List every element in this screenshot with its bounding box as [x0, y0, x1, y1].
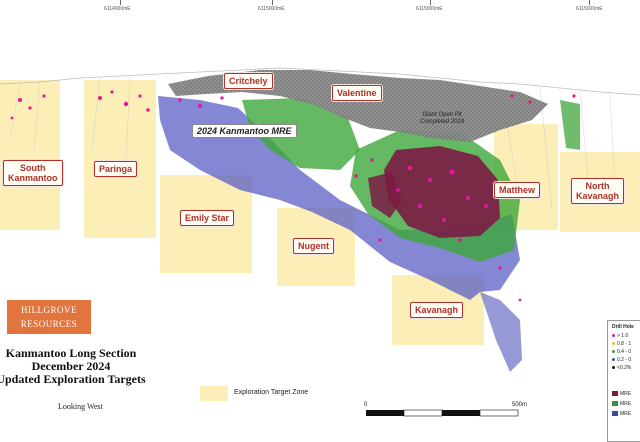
- drill-legend-title: Drill Hole: [612, 324, 634, 330]
- scale-start: 0: [364, 402, 368, 408]
- drill-legend-item: 0.8 - 1: [612, 341, 631, 347]
- drill-hole-legend: Drill Hole > 1.0 0.8 - 1 0.4 - 0 0.2 - 0…: [607, 320, 640, 442]
- legend-target-label: Exploration Target Zone: [234, 389, 309, 396]
- easting-tick: [430, 0, 431, 5]
- label-kanmantoo-mre: 2024 Kanmantoo MRE: [192, 124, 297, 138]
- drill-legend-item: 0.4 - 0: [612, 349, 631, 355]
- grade-dot-icon: [612, 358, 615, 362]
- label-kavanagh: Kavanagh: [410, 302, 464, 318]
- grade-dot-icon: [612, 366, 615, 370]
- mre-legend-item: MRE: [612, 401, 631, 407]
- drill-intersections: [10, 90, 576, 302]
- easting-label: 6114000mE: [104, 6, 131, 12]
- mre-swatch-icon: [612, 401, 618, 407]
- scale-bar: [366, 409, 519, 417]
- label-paringa: Paringa: [94, 161, 138, 177]
- easting-label: 6115000mE: [416, 6, 443, 12]
- easting-tick: [120, 0, 121, 5]
- drill-legend-item: <0.2%: [612, 365, 631, 371]
- easting-tick: [589, 0, 590, 5]
- scale-end: 500m: [512, 402, 528, 408]
- easting-label: 6115000mE: [576, 6, 603, 12]
- label-emily-star: Emily Star: [180, 210, 235, 226]
- title-line-2: December 2024: [31, 359, 111, 373]
- mre-swatch-icon: [612, 391, 618, 397]
- logo-line-2: RESOURCES: [20, 319, 78, 329]
- mre-legend-item: MRE: [612, 411, 631, 417]
- label-north-kavanagh: North Kavanagh: [571, 178, 625, 204]
- grade-dot-icon: [612, 342, 615, 346]
- mre-low-grade-tail: [480, 292, 522, 372]
- easting-label: 6115000mE: [258, 6, 285, 12]
- title-line-3: Updated Exploration Targets: [0, 372, 146, 386]
- grade-dot-icon: [612, 350, 615, 354]
- title-line-1: Kanmantoo Long Section: [5, 346, 137, 360]
- label-south-kanmantoo: South Kanmantoo: [3, 160, 63, 186]
- logo-line-1: HILLGROVE: [21, 305, 77, 315]
- mre-legend-item: MRE: [612, 391, 631, 397]
- easting-tick: [272, 0, 273, 5]
- view-direction: Looking West: [58, 402, 103, 411]
- grade-dot-icon: [612, 334, 615, 338]
- mre-medium-grade-east: [560, 100, 580, 150]
- target-zone-paringa: [84, 80, 156, 238]
- legend-target-swatch: [200, 386, 228, 401]
- title-block: Kanmantoo Long Section December 2024 Upd…: [0, 347, 146, 386]
- label-valentine: Valentine: [332, 85, 382, 101]
- label-critchely: Critchely: [224, 73, 273, 89]
- label-matthew: Matthew: [494, 182, 540, 198]
- hillgrove-logo: HILLGROVE RESOURCES: [7, 300, 91, 334]
- drill-legend-item: 0.2 - 0: [612, 357, 631, 363]
- topography-line: [0, 67, 640, 96]
- label-nugent: Nugent: [293, 238, 334, 254]
- mre-medium-grade: [242, 98, 360, 170]
- mre-swatch-icon: [612, 411, 618, 417]
- drill-legend-item: > 1.0: [612, 333, 628, 339]
- mre-high-grade-2: [368, 172, 402, 218]
- mre-high-grade: [384, 146, 500, 238]
- target-zone-south-kanmantoo: [0, 80, 60, 230]
- label-giant-open-pit: Giant Open Pit Completed 2019: [420, 112, 465, 125]
- mre-low-grade: [158, 96, 520, 300]
